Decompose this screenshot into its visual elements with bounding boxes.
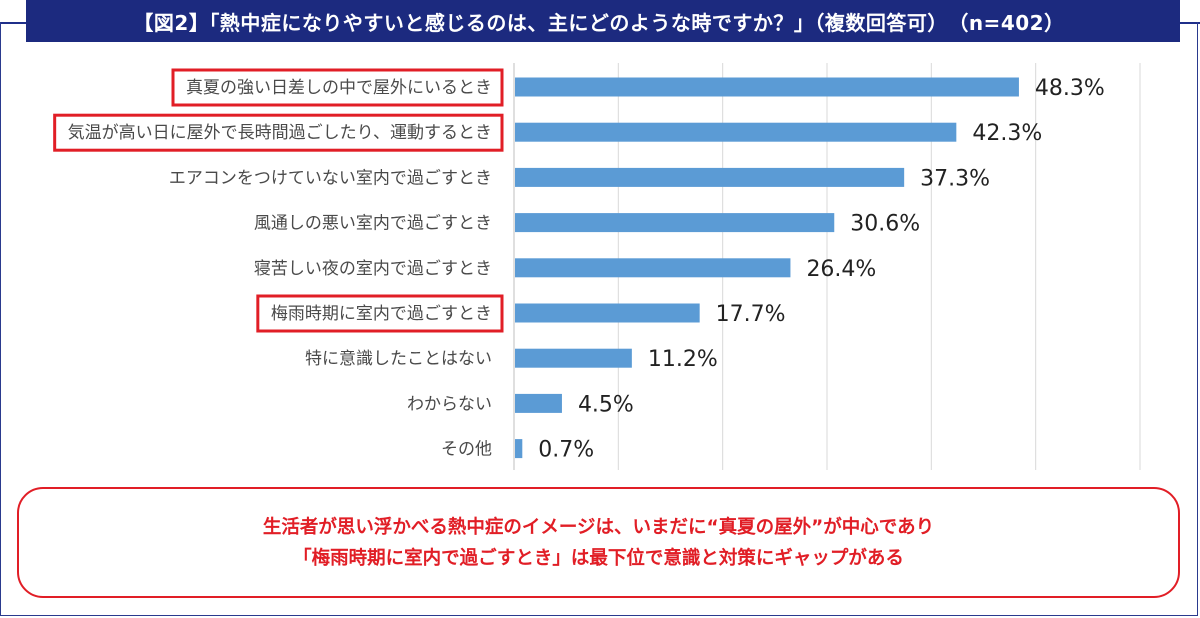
data-label: 17.7% (716, 302, 786, 327)
bar (515, 122, 957, 142)
data-label: 4.5% (578, 392, 634, 417)
title-accent (1172, 0, 1180, 42)
bar (515, 258, 791, 278)
category-label: 梅雨時期に室内で過ごすとき (271, 304, 492, 324)
highlight-box (53, 113, 504, 152)
category-label: わからない (407, 394, 492, 414)
summary-line-1: 生活者が思い浮かべる熱中症のイメージは、いまだに“真夏の屋外”が中心であり (262, 516, 935, 538)
chart-title: 【図2】「熱中症になりやすいと感じるのは、主にどのような時ですか？」（複数回答可… (26, 0, 1172, 42)
category-label: 風通しの悪い室内で過ごすとき (254, 214, 492, 234)
data-label: 0.7% (538, 438, 594, 463)
data-label: 42.3% (972, 121, 1042, 146)
bar (515, 348, 632, 368)
bar (515, 439, 523, 459)
bar (515, 77, 1019, 97)
highlight-box (171, 68, 504, 107)
data-label: 37.3% (920, 166, 990, 191)
data-label: 11.2% (648, 347, 718, 372)
bar (515, 167, 905, 187)
data-label: 26.4% (806, 257, 876, 282)
category-label: 寝苦しい夜の室内で過ごすとき (254, 258, 492, 279)
category-label: 気温が高い日に屋外で長時間過ごしたり、運動するとき (68, 123, 492, 143)
summary-line-2: 「梅雨時期に室内で過ごすとき」は最下位で意識と対策にギャップがある (293, 547, 904, 569)
summary-note: 生活者が思い浮かべる熱中症のイメージは、いまだに“真夏の屋外”が中心であり 「梅… (17, 487, 1180, 598)
chart-frame (0, 22, 1198, 616)
bar (515, 213, 835, 233)
bar (515, 393, 562, 413)
category-label: 特に意識したことはない (305, 349, 492, 369)
data-label: 30.6% (850, 212, 920, 237)
bar (515, 303, 700, 323)
category-label: 真夏の強い日差しの中で屋外にいるとき (186, 78, 492, 98)
category-label: エアコンをつけていない室内で過ごすとき (169, 168, 492, 188)
highlight-box (256, 294, 504, 333)
data-label: 48.3% (1035, 76, 1105, 101)
category-label: その他 (441, 440, 492, 460)
